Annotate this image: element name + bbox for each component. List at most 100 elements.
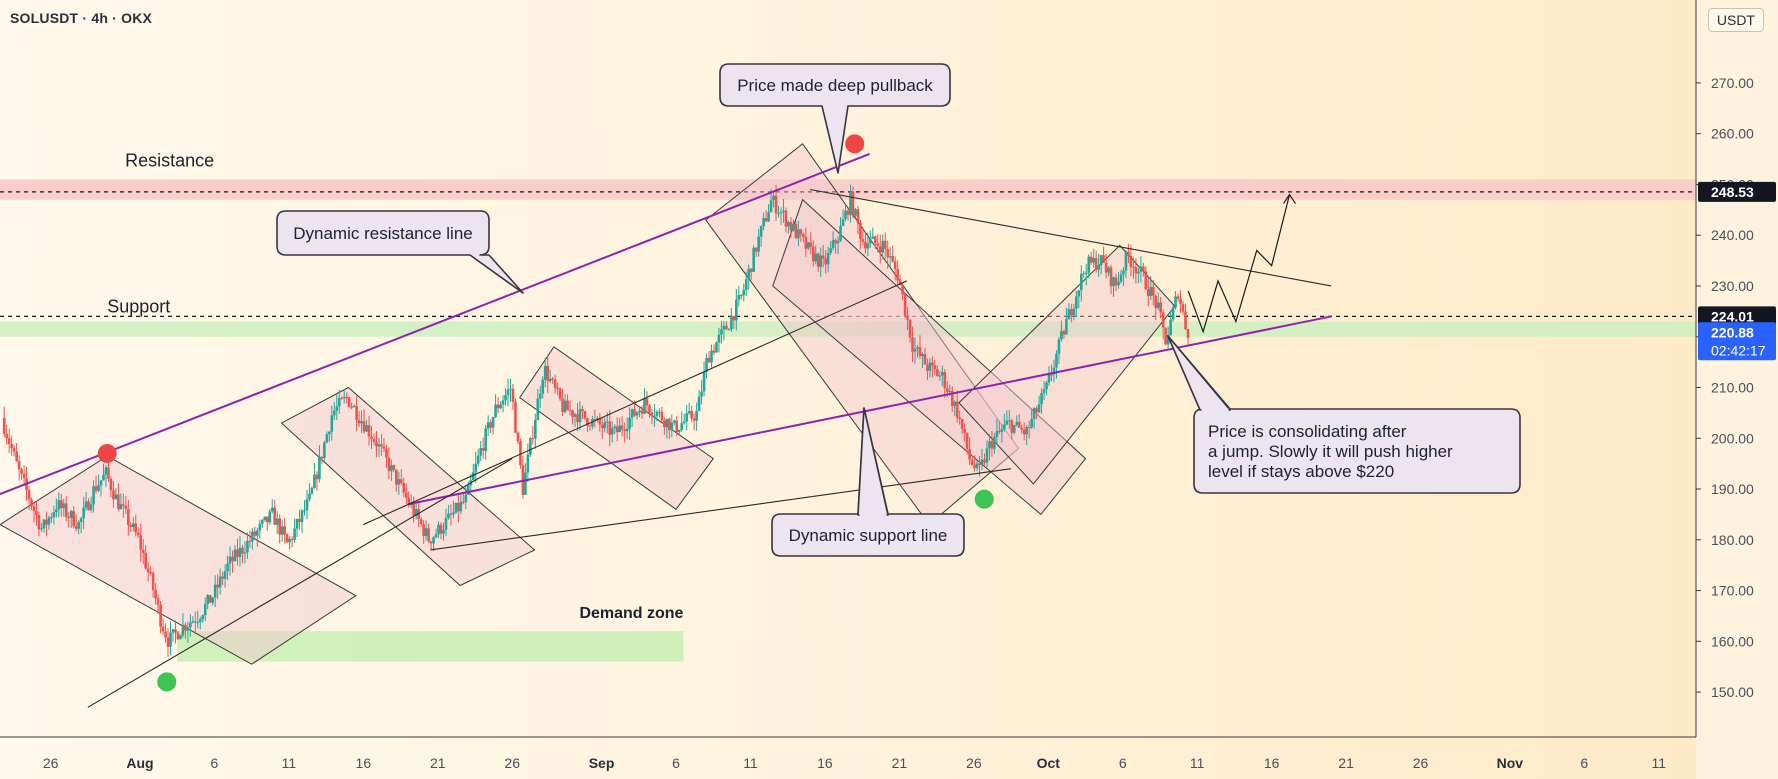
candle-down (74, 526, 78, 529)
candle-down (918, 347, 922, 357)
candle-up (866, 243, 870, 249)
price-tick-label: 190.00 (1711, 481, 1754, 497)
candle-up (1169, 319, 1172, 336)
callout-dynamic-support: Dynamic support line (771, 407, 965, 557)
price-tag-resistance: 248.53 (1698, 181, 1776, 202)
candle-up (47, 517, 51, 525)
candle-up (993, 437, 996, 449)
price-tag-last-value: 220.88 (1711, 324, 1754, 340)
candle-up (591, 419, 594, 427)
candle-up (275, 518, 279, 525)
candle-up (211, 597, 214, 603)
candle-up (213, 584, 217, 598)
candle-up (787, 222, 790, 227)
candle-down (2, 417, 6, 434)
candle-up (603, 422, 607, 429)
candle-up (55, 509, 58, 513)
candle-down (417, 509, 420, 520)
candle-down (283, 526, 286, 535)
candle-down (1176, 296, 1180, 299)
candle-up (682, 421, 686, 424)
candle-down (968, 449, 971, 460)
candle-up (1042, 389, 1046, 394)
candle-down (583, 411, 587, 419)
currency-label[interactable]: USDT (1707, 8, 1764, 32)
candle-up (84, 501, 88, 508)
candle-down (59, 500, 63, 509)
candle-up (643, 398, 646, 414)
price-tag-support: 224.01 (1698, 306, 1776, 327)
candle-up (705, 357, 708, 372)
candle-down (347, 397, 351, 407)
candle-down (568, 410, 572, 412)
candle-down (556, 387, 559, 389)
candle-down (67, 516, 71, 518)
price-tick-label: 180.00 (1711, 532, 1754, 548)
candle-down (1035, 408, 1038, 413)
candle-up (1030, 418, 1033, 428)
candle-down (144, 552, 147, 569)
candle-up (397, 479, 401, 485)
candle-down (367, 425, 371, 437)
candle-down (908, 319, 912, 338)
price-tick-label: 210.00 (1711, 380, 1754, 396)
candle-down (1129, 255, 1133, 268)
candle-down (571, 410, 574, 417)
candle-down (799, 229, 803, 235)
candle-up (757, 236, 760, 252)
candle-up (1040, 393, 1043, 405)
candle-down (876, 243, 880, 247)
candle-down (208, 595, 212, 603)
candle-up (839, 226, 842, 241)
candle-down (151, 573, 155, 590)
candle-down (809, 242, 813, 247)
candle-up (191, 621, 195, 623)
candle-up (1119, 274, 1123, 282)
candle-up (941, 372, 944, 376)
candle-up (563, 400, 567, 412)
candle-up (62, 503, 66, 509)
resistance-label: Resistance (125, 150, 214, 170)
candle-up (258, 523, 262, 531)
candle-up (238, 547, 242, 558)
time-tick-label: 6 (211, 755, 219, 771)
candle-up (1107, 267, 1110, 273)
price-tag-support-value: 224.01 (1711, 308, 1754, 324)
price-tag-last: 220.88 02:42:17 (1698, 322, 1776, 361)
candle-up (1000, 428, 1004, 432)
candle-down (320, 456, 324, 459)
candle-down (1017, 421, 1021, 428)
candle-up (330, 415, 334, 432)
candle-up (79, 518, 83, 522)
candle-up (313, 474, 316, 488)
candle-down (1027, 427, 1031, 429)
candle-down (1184, 311, 1187, 330)
candle-up (1075, 296, 1078, 309)
candle-up (201, 615, 205, 620)
candle-down (1179, 298, 1182, 305)
candle-up (948, 391, 952, 393)
candle-down (166, 637, 170, 647)
candle-up (104, 467, 108, 475)
candle-up (437, 524, 440, 535)
candle-up (548, 378, 552, 382)
candle-up (459, 501, 463, 512)
price-tick-label: 160.00 (1711, 633, 1754, 649)
candle-down (285, 534, 289, 543)
candle-up (305, 499, 309, 511)
candle-up (1092, 258, 1095, 263)
candle-up (1032, 408, 1036, 419)
marker-red-dot (97, 443, 117, 463)
candle-up (171, 629, 175, 633)
candle-up (414, 509, 418, 516)
candle-up (40, 528, 43, 530)
candle-down (931, 362, 934, 366)
candle-up (261, 520, 264, 524)
candle-down (1154, 295, 1158, 309)
price-tag-resistance-box (1698, 181, 1776, 202)
candle-up (256, 530, 259, 536)
candle-down (633, 409, 636, 416)
time-tick-label: 11 (282, 755, 297, 771)
symbol-header[interactable]: SOLUSDT · 4h · OKX (10, 10, 153, 26)
